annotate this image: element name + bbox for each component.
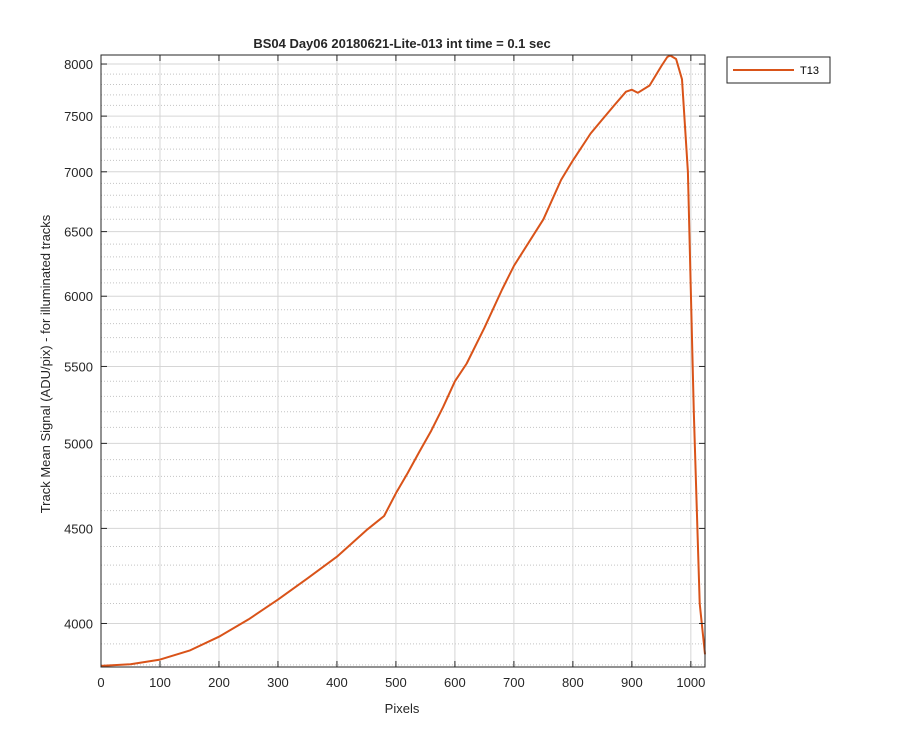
x-tick-label: 0 (97, 675, 104, 690)
y-axis-label: Track Mean Signal (ADU/pix) - for illumi… (38, 214, 53, 513)
x-tick-label: 600 (444, 675, 466, 690)
series-line-t13 (100, 54, 706, 667)
y-tick-label: 7500 (64, 109, 93, 124)
x-tick-label: 700 (503, 675, 525, 690)
y-tick-label: 8000 (64, 57, 93, 72)
legend[interactable]: T13 (726, 56, 831, 84)
y-tick-label: 5500 (64, 359, 93, 374)
x-tick-label: 500 (385, 675, 407, 690)
plot-area: 0 100 200 300 400 500 600 700 800 900 1000 4000 4500… (64, 54, 706, 690)
x-axis-label: Pixels (385, 701, 420, 716)
y-tick-label: 4500 (64, 521, 93, 536)
x-tick-label: 300 (267, 675, 289, 690)
x-tick-label: 900 (621, 675, 643, 690)
x-tick-label: 1000 (676, 675, 705, 690)
x-tick-label: 200 (208, 675, 230, 690)
legend-label-t13: T13 (800, 65, 819, 77)
y-tick-label: 6000 (64, 289, 93, 304)
plot-background (101, 55, 705, 667)
y-tick-label: 6500 (64, 225, 93, 240)
y-tick-label: 4000 (64, 616, 93, 631)
x-tick-label: 100 (149, 675, 171, 690)
x-tick-label: 800 (562, 675, 584, 690)
y-tick-label: 5000 (64, 436, 93, 451)
chart-title: BS04 Day06 20180621-Lite-013 int time = … (253, 36, 550, 51)
axis-ticks: 0 100 200 300 400 500 600 700 800 900 1000 4000 4500… (64, 55, 705, 690)
axes-box (100, 54, 706, 668)
series-layer (100, 54, 706, 667)
x-tick-label: 400 (326, 675, 348, 690)
y-tick-label: 7000 (64, 165, 93, 180)
